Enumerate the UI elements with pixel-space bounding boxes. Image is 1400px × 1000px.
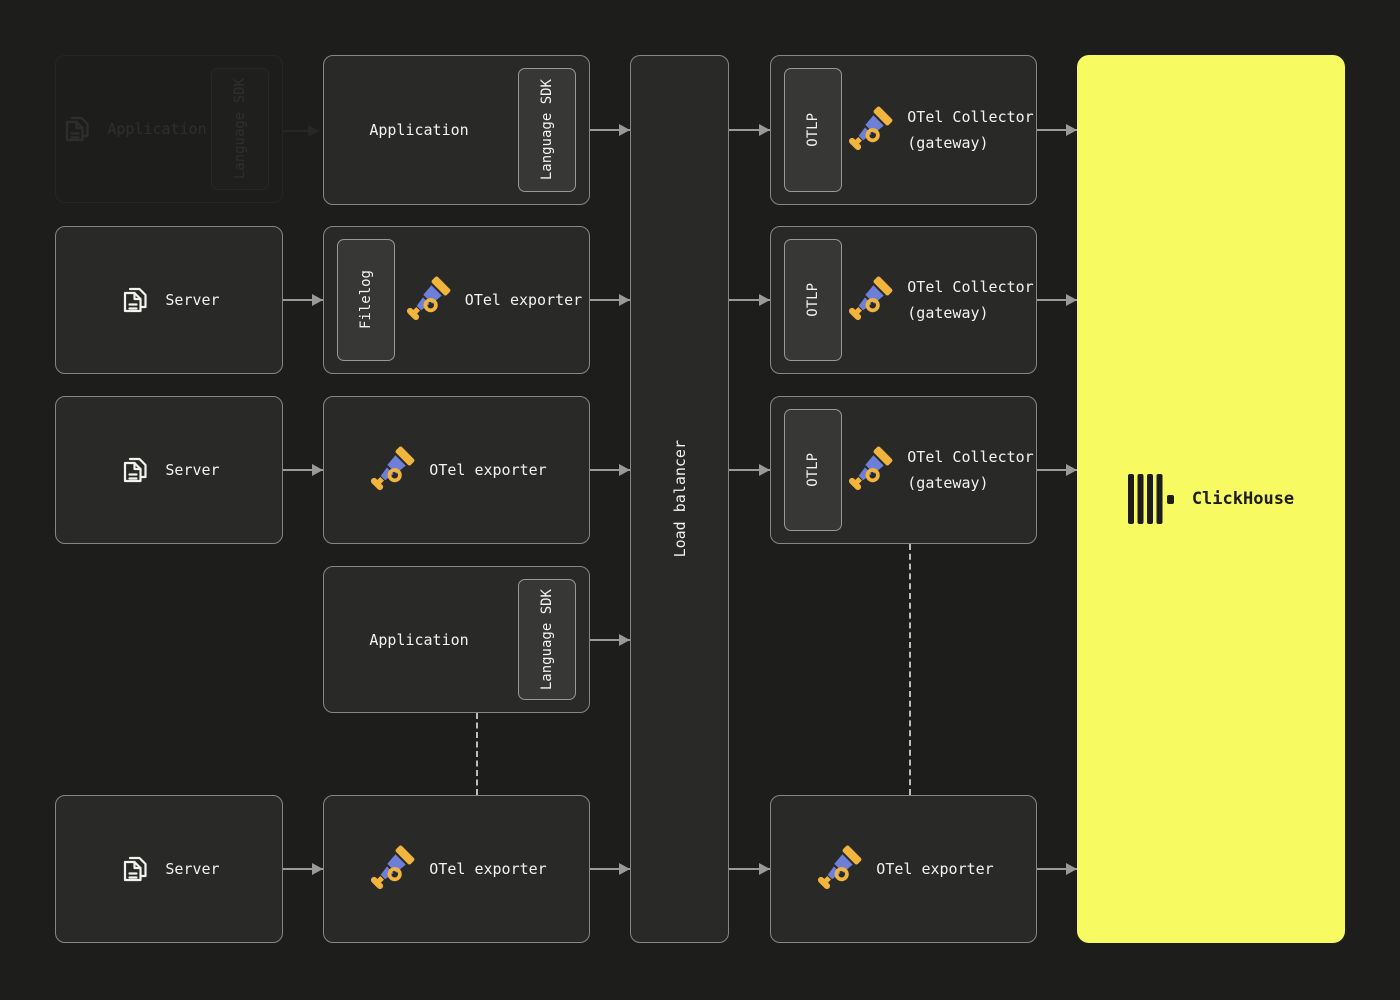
ghost-application-node: Application Language SDK <box>55 55 283 203</box>
otel-exporter-filelog-node: Filelog OTel exporter <box>323 226 590 374</box>
badge-label: OTLP <box>805 453 821 487</box>
otel-telescope-icon <box>366 445 416 495</box>
flow-arrow <box>283 863 323 875</box>
clickhouse-node: ClickHouse <box>1077 55 1345 943</box>
otlp-badge: OTLP <box>784 239 842 361</box>
otel-telescope-icon <box>402 275 452 325</box>
otel-collector-node-3: OTLP OTel Collector (gateway) <box>770 396 1037 544</box>
node-label: OTel exporter <box>429 461 547 479</box>
node-label: Load balancer <box>670 440 689 558</box>
filelog-badge: Filelog <box>337 239 395 361</box>
flow-arrow <box>1037 863 1077 875</box>
language-sdk-badge: Language SDK <box>518 579 576 700</box>
otel-collector-node-2: OTLP OTel Collector (gateway) <box>770 226 1037 374</box>
application-node-mid: Application Language SDK <box>323 566 590 713</box>
node-label: OTel Collector <box>907 108 1034 126</box>
document-pages-icon <box>118 282 152 318</box>
node-label: Application <box>369 630 469 649</box>
flow-arrow <box>283 294 323 306</box>
badge-label: OTLP <box>805 283 821 317</box>
otlp-badge: OTLP <box>784 68 842 192</box>
application-node-top: Application Language SDK <box>323 55 590 205</box>
flow-arrow <box>590 863 630 875</box>
otel-telescope-icon <box>844 105 894 155</box>
flow-arrow <box>283 464 323 476</box>
server-node-3: Server <box>55 795 283 943</box>
language-sdk-badge: Language SDK <box>211 68 269 190</box>
otel-exporter-node-mid: OTel exporter <box>323 396 590 544</box>
load-balancer-node: Load balancer <box>630 55 729 943</box>
flow-arrow <box>590 124 630 136</box>
dashed-connector <box>909 544 911 795</box>
otel-exporter-node-bottom-left: OTel exporter <box>323 795 590 943</box>
clickhouse-logo-icon <box>1127 474 1174 524</box>
node-label: Server <box>165 461 220 479</box>
node-label: OTel Collector <box>907 278 1034 296</box>
flow-arrow <box>590 464 630 476</box>
language-sdk-badge: Language SDK <box>518 68 576 192</box>
document-pages-icon <box>118 452 152 488</box>
otel-telescope-icon <box>844 275 894 325</box>
node-label: OTel Collector <box>907 448 1034 466</box>
node-label: Application <box>107 120 207 138</box>
otel-telescope-icon <box>813 844 863 894</box>
flow-arrow <box>729 294 770 306</box>
flow-arrow <box>729 124 770 136</box>
dashed-connector <box>476 713 478 795</box>
server-node-1: Server <box>55 226 283 374</box>
node-label: Server <box>165 860 220 878</box>
flow-arrow <box>1037 464 1077 476</box>
node-label: Server <box>165 291 220 309</box>
document-pages-icon <box>60 111 94 147</box>
document-pages-icon <box>118 851 152 887</box>
flow-arrow <box>1037 124 1077 136</box>
node-label: Application <box>369 121 469 139</box>
flow-arrow <box>590 294 630 306</box>
otel-telescope-icon <box>844 445 894 495</box>
badge-label: Filelog <box>358 270 374 330</box>
node-label: OTel exporter <box>429 860 547 878</box>
flow-arrow <box>1037 294 1077 306</box>
node-sublabel: (gateway) <box>907 134 989 152</box>
server-node-2: Server <box>55 396 283 544</box>
node-sublabel: (gateway) <box>907 474 989 492</box>
node-label: ClickHouse <box>1191 489 1295 509</box>
badge-label: Language SDK <box>539 79 555 181</box>
otel-telescope-icon <box>366 844 416 894</box>
otel-exporter-node-bottom-right: OTel exporter <box>770 795 1037 943</box>
node-label: OTel exporter <box>876 860 994 878</box>
node-sublabel: (gateway) <box>907 304 989 322</box>
flow-arrow <box>729 863 770 875</box>
flow-arrow <box>283 125 319 137</box>
flow-arrow <box>590 634 630 646</box>
otlp-badge: OTLP <box>784 409 842 531</box>
badge-label: Language SDK <box>539 588 555 691</box>
badge-label: OTLP <box>805 113 821 147</box>
otel-collector-node-1: OTLP OTel Collector (gateway) <box>770 55 1037 205</box>
badge-label: Language SDK <box>232 78 248 180</box>
node-label: OTel exporter <box>464 291 583 309</box>
flow-arrow <box>729 464 770 476</box>
